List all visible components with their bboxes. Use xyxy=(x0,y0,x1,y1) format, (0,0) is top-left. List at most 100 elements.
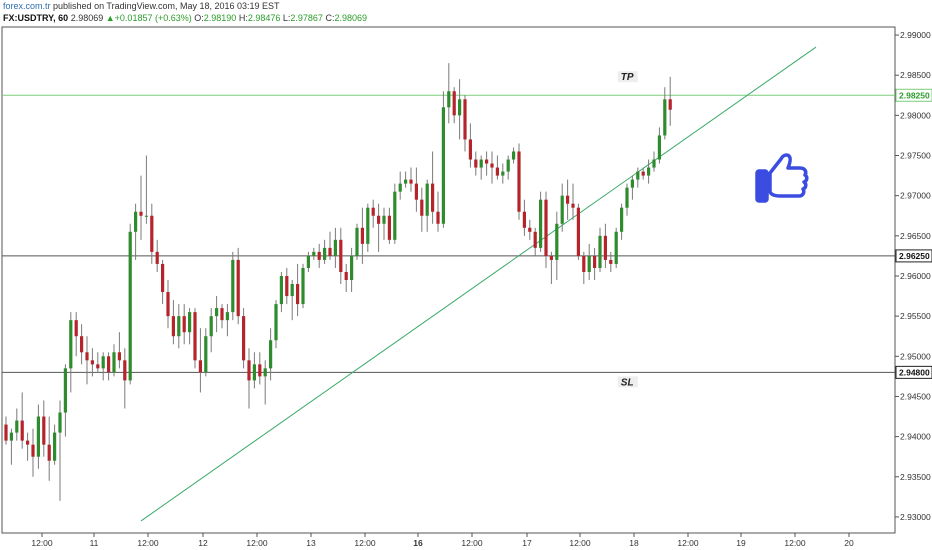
candle-down[interactable] xyxy=(150,215,154,252)
candle-down[interactable] xyxy=(344,271,348,280)
candle-down[interactable] xyxy=(436,211,440,224)
candle-up[interactable] xyxy=(69,320,73,369)
candle-up[interactable] xyxy=(425,183,429,216)
candle-up[interactable] xyxy=(9,432,13,441)
candle-down[interactable] xyxy=(566,195,570,204)
candle-up[interactable] xyxy=(15,420,19,433)
candle-up[interactable] xyxy=(355,227,359,256)
candle-down[interactable] xyxy=(74,320,78,337)
candle-up[interactable] xyxy=(231,259,235,313)
candle-up[interactable] xyxy=(112,352,116,373)
candle-up[interactable] xyxy=(306,255,310,268)
candle-down[interactable] xyxy=(161,263,165,293)
candle-down[interactable] xyxy=(80,336,84,353)
candle-up[interactable] xyxy=(279,275,283,305)
candle-down[interactable] xyxy=(193,312,197,361)
candle-up[interactable] xyxy=(512,151,516,160)
candle-up[interactable] xyxy=(53,432,57,461)
candle-down[interactable] xyxy=(603,235,607,260)
candle-down[interactable] xyxy=(123,360,127,381)
candle-down[interactable] xyxy=(258,364,262,377)
candle-down[interactable] xyxy=(42,416,46,445)
candle-up[interactable] xyxy=(652,159,656,168)
candle-down[interactable] xyxy=(522,211,526,228)
candle-down[interactable] xyxy=(495,167,499,176)
candle-down[interactable] xyxy=(198,360,202,373)
candle-down[interactable] xyxy=(236,259,240,317)
candle-up[interactable] xyxy=(177,316,181,337)
candle-down[interactable] xyxy=(468,139,472,160)
candle-up[interactable] xyxy=(63,368,67,413)
candle-up[interactable] xyxy=(663,99,667,136)
candle-down[interactable] xyxy=(155,251,159,264)
candle-down[interactable] xyxy=(609,259,613,264)
candle-up[interactable] xyxy=(441,107,445,224)
candle-up[interactable] xyxy=(274,304,278,341)
candle-up[interactable] xyxy=(598,235,602,268)
candle-down[interactable] xyxy=(296,284,300,305)
candle-up[interactable] xyxy=(301,267,305,305)
candle-up[interactable] xyxy=(58,412,62,433)
candle-down[interactable] xyxy=(420,199,424,216)
candle-down[interactable] xyxy=(485,159,489,164)
candle-down[interactable] xyxy=(544,199,548,256)
candle-down[interactable] xyxy=(4,424,8,441)
candle-up[interactable] xyxy=(587,255,591,272)
candle-down[interactable] xyxy=(431,183,435,212)
candle-down[interactable] xyxy=(96,364,100,369)
candle-down[interactable] xyxy=(171,316,175,337)
candle-up[interactable] xyxy=(447,91,451,108)
candle-up[interactable] xyxy=(188,312,192,333)
candle-up[interactable] xyxy=(333,239,337,256)
candle-up[interactable] xyxy=(501,171,505,176)
candle-up[interactable] xyxy=(134,211,138,232)
candle-down[interactable] xyxy=(360,227,364,244)
candle-down[interactable] xyxy=(166,292,170,317)
candle-down[interactable] xyxy=(668,99,672,110)
candle-down[interactable] xyxy=(328,247,332,256)
candle-up[interactable] xyxy=(404,179,408,184)
candle-down[interactable] xyxy=(533,231,537,248)
candle-down[interactable] xyxy=(517,151,521,212)
candle-down[interactable] xyxy=(107,356,111,373)
candle-down[interactable] xyxy=(220,308,224,321)
candle-up[interactable] xyxy=(630,179,634,188)
candle-up[interactable] xyxy=(215,308,219,317)
candle-down[interactable] xyxy=(90,360,94,365)
candle-up[interactable] xyxy=(560,195,564,224)
candle-up[interactable] xyxy=(225,312,229,321)
candle-down[interactable] xyxy=(452,91,456,116)
candle-down[interactable] xyxy=(139,211,143,216)
candle-up[interactable] xyxy=(506,159,510,172)
candle-up[interactable] xyxy=(393,191,397,240)
candle-up[interactable] xyxy=(625,187,629,208)
candle-up[interactable] xyxy=(36,416,40,457)
candle-up[interactable] xyxy=(479,159,483,168)
candle-down[interactable] xyxy=(31,444,35,457)
candle-down[interactable] xyxy=(474,159,478,168)
candle-down[interactable] xyxy=(409,179,413,184)
candle-down[interactable] xyxy=(26,440,30,445)
candle-down[interactable] xyxy=(339,239,343,272)
candle-down[interactable] xyxy=(490,163,494,168)
candle-down[interactable] xyxy=(463,99,467,140)
candle-down[interactable] xyxy=(371,207,375,216)
candle-up[interactable] xyxy=(269,340,273,369)
candle-up[interactable] xyxy=(458,99,462,116)
candle-down[interactable] xyxy=(377,215,381,224)
candle-down[interactable] xyxy=(285,275,289,297)
candle-down[interactable] xyxy=(387,215,391,240)
candle-down[interactable] xyxy=(20,420,24,441)
candle-up[interactable] xyxy=(366,207,370,244)
candle-down[interactable] xyxy=(247,360,251,381)
candle-down[interactable] xyxy=(582,255,586,272)
candle-up[interactable] xyxy=(323,247,327,260)
candle-up[interactable] xyxy=(555,223,559,260)
candle-up[interactable] xyxy=(290,284,294,297)
candle-down[interactable] xyxy=(117,352,121,361)
candle-up[interactable] xyxy=(636,171,640,180)
candle-up[interactable] xyxy=(620,207,624,232)
candle-up[interactable] xyxy=(350,255,354,280)
candle-down[interactable] xyxy=(182,316,186,333)
